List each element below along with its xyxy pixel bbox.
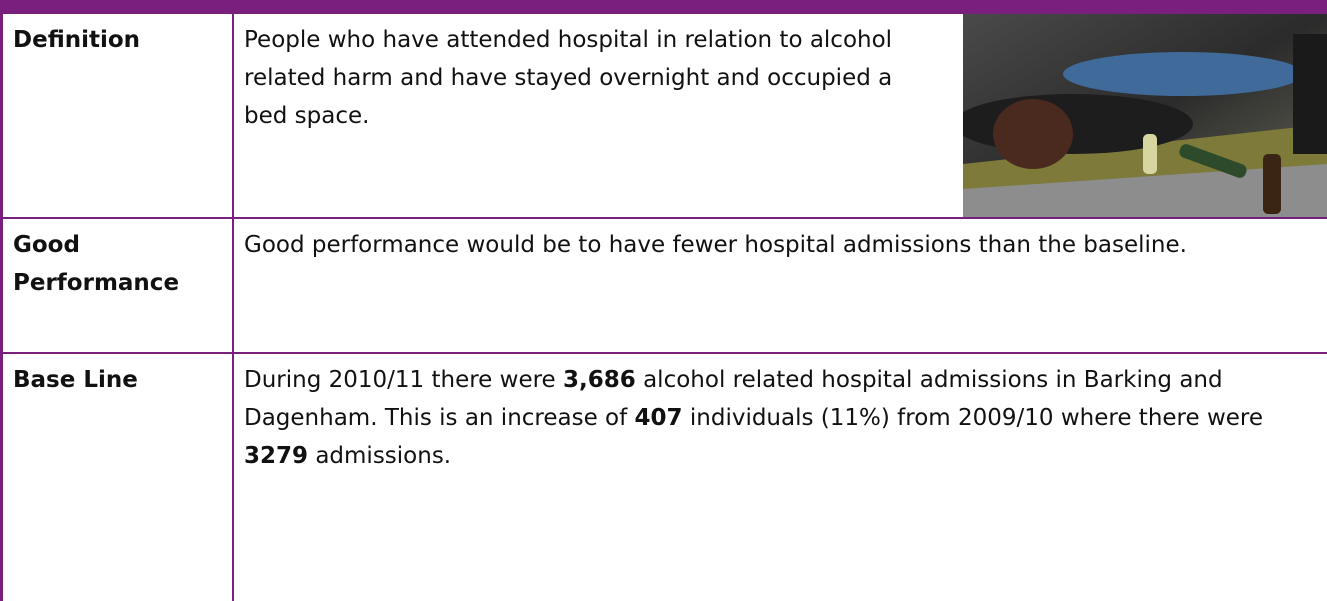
row-text: Good performance would be to have fewer … — [233, 218, 1327, 353]
row-text: People who have attended hospital in rel… — [233, 13, 1327, 218]
text-run: People who have attended hospital in rel… — [244, 27, 892, 129]
header-bar — [0, 0, 1327, 12]
text-run: During 2010/11 there were — [244, 367, 563, 393]
row-label: Definition — [2, 13, 234, 218]
page: Definition People who have attended hosp… — [0, 0, 1327, 579]
text-run: admissions. — [308, 443, 451, 469]
table-row: Definition People who have attended hosp… — [2, 13, 1327, 218]
table-row: Good Performance Good performance would … — [2, 218, 1327, 353]
bold-figure: 3,686 — [563, 367, 636, 393]
row-text: During 2010/11 there were 3,686 alcohol … — [233, 353, 1327, 601]
table-row: Base Line During 2010/11 there were 3,68… — [2, 353, 1327, 601]
bold-figure: 3279 — [244, 443, 308, 469]
row-label: Good Performance — [2, 218, 234, 353]
text-run: individuals (11%) from 2009/10 where the… — [683, 405, 1263, 431]
photo — [963, 14, 1327, 217]
bold-figure: 407 — [635, 405, 683, 431]
text-run: Good performance would be to have fewer … — [244, 232, 1187, 258]
info-table: Definition People who have attended hosp… — [0, 12, 1327, 601]
row-label: Base Line — [2, 353, 234, 601]
